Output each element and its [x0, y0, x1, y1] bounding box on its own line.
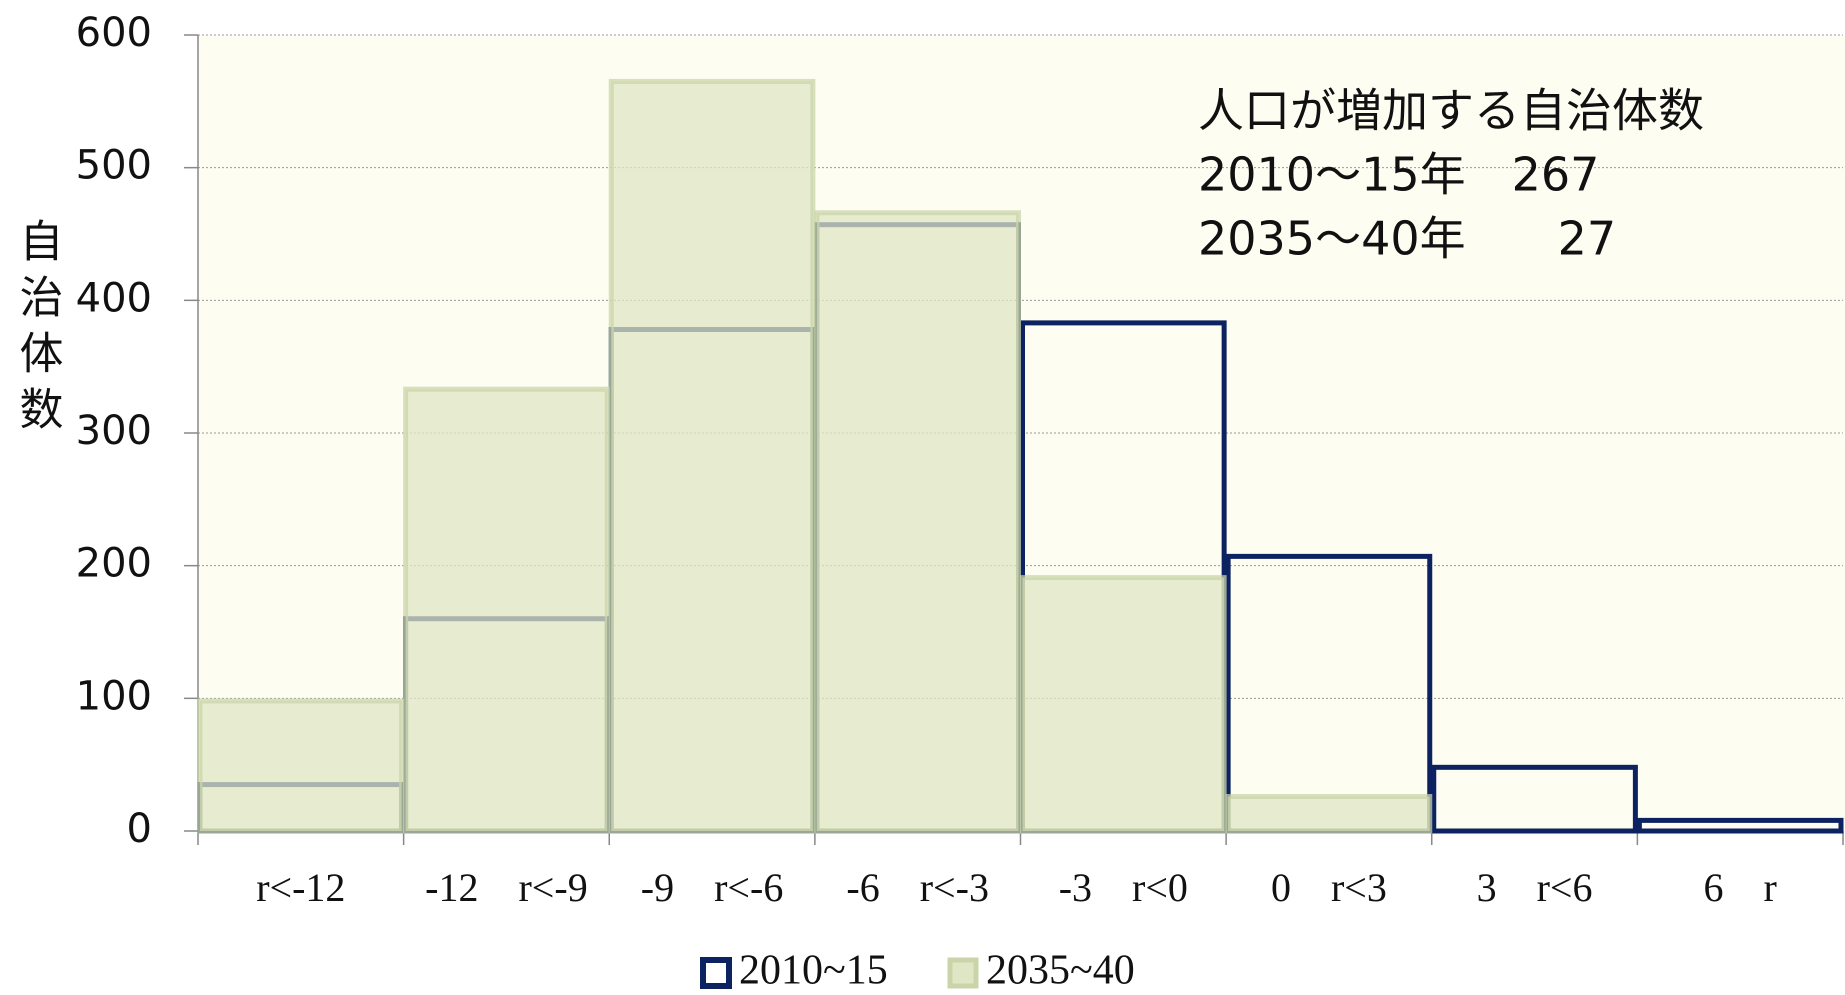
- y-tick-label: 400: [76, 275, 152, 321]
- annotation: 2010～15年 267: [1198, 148, 1599, 202]
- bar: [403, 386, 610, 834]
- bar: [608, 78, 816, 834]
- legend-swatch: [700, 957, 732, 989]
- y-tick-label: 600: [76, 10, 152, 56]
- y-axis-label: 自治体数: [12, 218, 63, 442]
- x-tick-label: 3 r<6: [1477, 865, 1593, 910]
- x-tick-label: r<-12: [256, 865, 345, 910]
- x-tick-label: -3 r<0: [1059, 865, 1188, 910]
- annotation: 2035～40年 27: [1198, 212, 1616, 266]
- annotation: 人口が増加する自治体数: [1198, 84, 1704, 138]
- legend-label: 2010~15: [739, 948, 888, 994]
- bar: [1020, 575, 1227, 834]
- x-tick-label: -6 r<-3: [846, 865, 989, 910]
- x-tick-label: 0 r<3: [1271, 865, 1387, 910]
- bar: [814, 210, 1021, 834]
- legend-swatch: [947, 957, 979, 989]
- bar: [1431, 764, 1638, 834]
- y-tick-label: 300: [76, 408, 152, 454]
- bar: [1225, 794, 1433, 834]
- legend-label: 2035~40: [986, 948, 1135, 994]
- y-tick-label: 0: [127, 806, 152, 852]
- y-tick-label: 100: [76, 673, 152, 719]
- y-tick-label: 200: [76, 541, 152, 587]
- x-tick-label: 6 r: [1704, 865, 1777, 910]
- bar: [197, 698, 405, 834]
- x-tick-label: -12 r<-9: [425, 865, 588, 910]
- bar: [1636, 817, 1844, 834]
- x-tick-label: -9 r<-6: [641, 865, 784, 910]
- y-tick-label: 500: [76, 143, 152, 189]
